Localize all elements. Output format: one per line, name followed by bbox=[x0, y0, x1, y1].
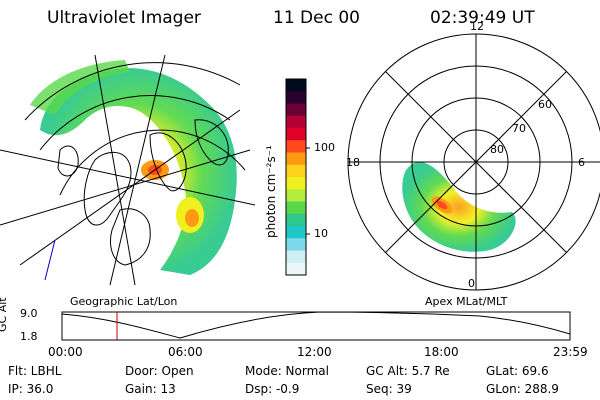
time-tick-3: 18:00 bbox=[424, 345, 459, 359]
info-gain: Gain: 13 bbox=[125, 382, 176, 396]
info-glon: GLon: 288.9 bbox=[486, 382, 559, 396]
info-seq: Seq: 39 bbox=[366, 382, 412, 396]
lat-label-60: 60 bbox=[538, 98, 552, 111]
info-door: Door: Open bbox=[125, 364, 194, 378]
mlt-label-0: 0 bbox=[468, 277, 475, 290]
colorbar-segment bbox=[286, 128, 306, 141]
colorbar-segment bbox=[286, 115, 306, 129]
colorbar-segment bbox=[286, 79, 306, 92]
polar-plot bbox=[347, 33, 600, 291]
geographic-map bbox=[0, 55, 255, 285]
time-label: 02:39:49 UT bbox=[430, 8, 535, 28]
colorbar-segment bbox=[286, 140, 306, 153]
lat-label-80: 80 bbox=[490, 143, 504, 156]
colorbar-segment bbox=[286, 226, 306, 239]
colorbar-segment bbox=[286, 164, 306, 178]
colorbar-segment bbox=[286, 238, 306, 251]
time-tick-4: 23:59 bbox=[553, 345, 588, 359]
time-tick-0: 00:00 bbox=[48, 345, 83, 359]
date-label: 11 Dec 00 bbox=[273, 8, 360, 28]
altitude-axis-title: GC Alt bbox=[0, 297, 9, 332]
aurora-oval-geo bbox=[40, 68, 237, 276]
colorbar-segment bbox=[286, 189, 306, 202]
colorbar-segment bbox=[286, 103, 306, 117]
info-glat: GLat: 69.6 bbox=[486, 364, 549, 378]
colorbar-segment bbox=[286, 201, 306, 215]
time-tick-1: 06:00 bbox=[168, 345, 203, 359]
info-ip: IP: 36.0 bbox=[8, 382, 54, 396]
mlt-label-12: 12 bbox=[470, 20, 484, 33]
info-mode: Mode: Normal bbox=[245, 364, 329, 378]
colorbar-segment bbox=[286, 262, 306, 276]
colorbar-label-100: 100 bbox=[314, 141, 335, 154]
mlt-label-6: 6 bbox=[578, 156, 585, 169]
lat-label-70: 70 bbox=[512, 122, 526, 135]
colorbar-segment bbox=[286, 152, 306, 166]
colorbar-segment bbox=[286, 177, 306, 190]
info-dsp: Dsp: -0.9 bbox=[245, 382, 300, 396]
aurora-oval-polar bbox=[402, 161, 516, 252]
colorbar-segment bbox=[286, 91, 306, 104]
colorbar-segment bbox=[286, 213, 306, 227]
instrument-title: Ultraviolet Imager bbox=[47, 8, 201, 28]
altitude-plot bbox=[61, 311, 571, 341]
info-gc-alt: GC Alt: 5.7 Re bbox=[366, 364, 450, 378]
map-label-apex: Apex MLat/MLT bbox=[425, 295, 508, 308]
mlt-label-18: 18 bbox=[346, 156, 360, 169]
time-tick-2: 12:00 bbox=[297, 345, 332, 359]
info-filter: Flt: LBHL bbox=[8, 364, 62, 378]
altitude-tick-bottom: 1.8 bbox=[20, 330, 38, 343]
colorbar-units: photon cm⁻²s⁻¹ bbox=[264, 145, 278, 238]
map-label-geographic: Geographic Lat/Lon bbox=[70, 295, 178, 308]
colorbar-label-10: 10 bbox=[314, 227, 328, 240]
color-bar bbox=[285, 78, 307, 276]
altitude-tick-top: 9.0 bbox=[20, 307, 38, 320]
colorbar-segment bbox=[286, 250, 306, 264]
colorbar-frame bbox=[285, 78, 307, 276]
altitude-curve bbox=[61, 311, 571, 339]
